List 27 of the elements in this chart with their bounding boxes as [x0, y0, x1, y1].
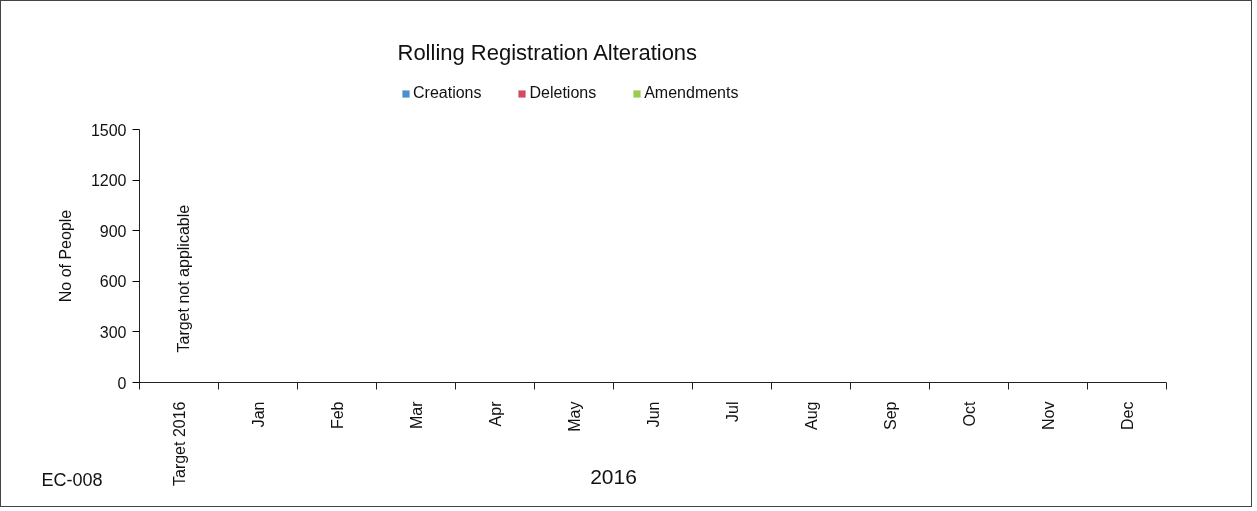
x-tick-label: Sep: [881, 401, 899, 430]
y-tick-label: 300: [99, 323, 127, 341]
x-tick-label: Jul: [723, 401, 741, 422]
y-tick-label: 1500: [90, 121, 127, 139]
text: EC-008: [41, 469, 103, 490]
legend-label: Deletions: [529, 84, 597, 102]
legend-label: Amendments: [644, 84, 739, 102]
x-tick-label: Nov: [1039, 401, 1057, 430]
y-tick-label: 0: [117, 374, 127, 392]
x-tick-label: Aug: [802, 401, 820, 430]
x-tick-label: Jun: [644, 401, 662, 428]
legend-label: Creations: [413, 84, 482, 102]
x-tick-label: Oct: [960, 400, 978, 427]
y-tick-label: 600: [99, 273, 127, 291]
x-tick-label: Dec: [1118, 401, 1136, 430]
x-tick-label: Apr: [486, 400, 504, 427]
chart-title: Rolling Registration Alterations: [397, 39, 698, 65]
x-tick-label: Jan: [249, 401, 267, 428]
y-tick-label: 900: [99, 222, 127, 240]
x-tick-label: Target 2016: [170, 401, 188, 487]
x-tick-label: Mar: [407, 400, 425, 430]
y-tick-label: 1200: [90, 172, 127, 190]
x-tick-label: Feb: [328, 401, 346, 430]
y-axis-title: No of People: [56, 209, 74, 303]
x-tick-label: May: [565, 401, 583, 432]
annotation: Target not applicable: [174, 204, 192, 353]
x-axis-title: 2016: [590, 464, 637, 488]
